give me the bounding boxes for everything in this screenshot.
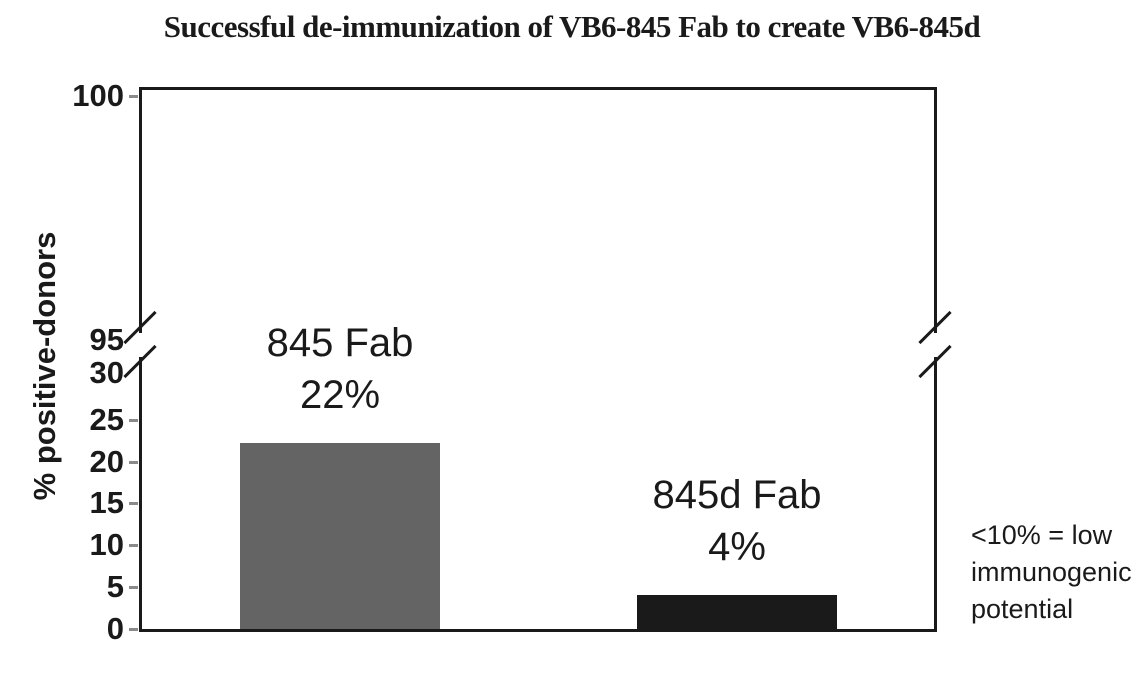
y-tick-label: 30 (89, 355, 124, 390)
right-axis-line-upper (934, 87, 937, 333)
y-tick-label: 95 (89, 322, 124, 357)
y-axis-line-lower (139, 357, 142, 632)
y-tick-label: 25 (89, 402, 124, 437)
y-tick-mark (129, 544, 138, 547)
bar-845-fab (240, 443, 440, 629)
y-tick-mark (129, 461, 138, 464)
chart-title: Successful de-immunization of VB6-845 Fa… (163, 9, 981, 44)
right-axis-line-lower (934, 357, 937, 632)
annotation-line: <10% = low (971, 520, 1113, 550)
bar-value-label: 4% (708, 525, 766, 569)
y-tick-label: 20 (89, 444, 124, 479)
y-tick-mark (129, 628, 138, 631)
bar-name-label: 845d Fab (652, 473, 822, 517)
bar-name-label: 845 Fab (266, 321, 414, 365)
bar-value-label: 22% (299, 373, 381, 417)
bar-845d-fab (637, 595, 837, 629)
x-axis-line (139, 629, 937, 632)
plot-top-border (139, 87, 937, 90)
y-tick-mark (129, 95, 138, 98)
y-tick-mark (129, 419, 138, 422)
annotation-line: potential (971, 594, 1074, 624)
y-tick-label: 15 (89, 485, 124, 520)
annotation-note: <10% = low immunogenic potential (971, 517, 1132, 628)
y-tick-label: 5 (106, 569, 124, 604)
y-axis-line-upper (139, 87, 142, 333)
y-tick-mark (129, 586, 138, 589)
y-tick-label: 0 (106, 611, 124, 646)
y-tick-label: 100 (72, 78, 124, 113)
y-tick-mark (129, 502, 138, 505)
annotation-line: immunogenic (971, 557, 1132, 587)
y-tick-label: 10 (89, 527, 124, 562)
